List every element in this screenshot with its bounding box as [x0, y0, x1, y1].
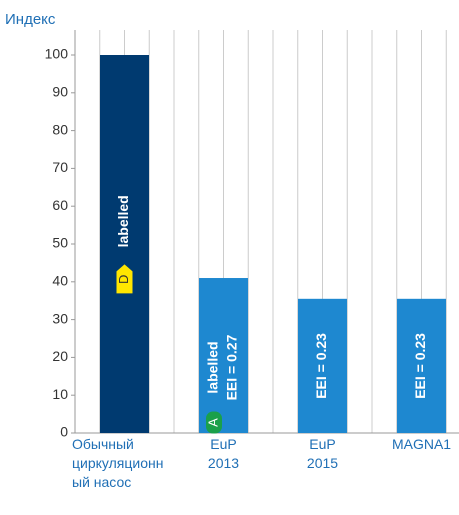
y-tick-label: 10 — [52, 386, 68, 402]
energy-badge — [206, 411, 222, 434]
x-tick-label: EuP 2013 — [207, 436, 240, 471]
x-tick-label: Обычный циркуляционный насос — [72, 436, 164, 490]
bar-label: labelled — [115, 195, 131, 247]
energy-badge-letter: D — [116, 275, 131, 284]
bar — [199, 278, 248, 433]
y-axis-label: Индекс — [5, 11, 56, 28]
y-tick-label: 50 — [52, 235, 68, 251]
y-tick-label: 40 — [52, 273, 68, 289]
bar-label: EEI = 0.27 — [224, 334, 240, 400]
energy-badge — [116, 264, 133, 294]
y-tick-label: 20 — [52, 348, 68, 364]
y-tick-label: 80 — [52, 121, 68, 137]
y-tick-label: 100 — [45, 46, 69, 62]
energy-badge-letter: A — [205, 418, 220, 427]
bar-label: EEI = 0.23 — [412, 333, 428, 399]
y-tick-label: 90 — [52, 84, 68, 100]
x-tick-label: EuP 2015 — [306, 436, 339, 471]
bar-label: labelled — [205, 341, 221, 393]
y-tick-label: 60 — [52, 197, 68, 213]
bar — [298, 298, 347, 433]
bar — [397, 298, 446, 433]
y-tick-label: 70 — [52, 159, 68, 175]
y-tick-label: 0 — [60, 424, 68, 440]
bar — [100, 55, 149, 433]
bar-label: EEI = 0.23 — [313, 333, 329, 399]
y-tick-label: 30 — [52, 310, 68, 326]
x-tick-label: MAGNA1 — [391, 436, 452, 452]
